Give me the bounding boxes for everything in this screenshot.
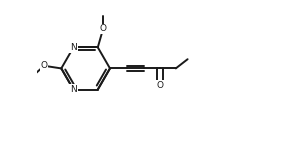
Text: N: N <box>70 85 77 94</box>
Text: N: N <box>70 43 77 52</box>
Text: O: O <box>100 24 107 33</box>
Text: O: O <box>157 81 164 90</box>
Text: O: O <box>41 61 48 70</box>
